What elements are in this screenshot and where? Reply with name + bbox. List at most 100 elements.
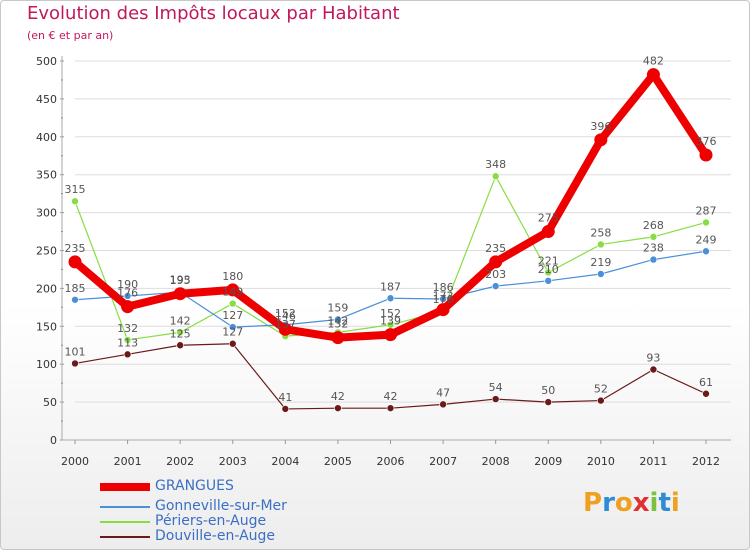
data-point-gonneville-sur-mer xyxy=(649,255,658,264)
chart-title: Evolution des Impôts locaux par Habitant xyxy=(27,3,400,24)
x-tick-label: 2000 xyxy=(61,455,89,468)
data-point-douville-en-auge xyxy=(597,396,605,405)
brand-letter: o xyxy=(614,488,633,518)
grid-layer xyxy=(75,60,731,403)
brand-letter: x xyxy=(632,488,650,518)
legend-swatch-grangues xyxy=(100,483,150,491)
y-tick-label: 100 xyxy=(36,358,57,371)
data-label-gonneville-sur-mer: 185 xyxy=(65,282,86,295)
y-tick-label: 300 xyxy=(36,207,57,220)
data-label-periers-en-auge: 315 xyxy=(65,183,86,196)
data-label-periers-en-auge: 170 xyxy=(433,293,454,306)
brand-letter: i xyxy=(670,488,680,518)
data-label-periers-en-auge: 137 xyxy=(275,318,296,331)
data-label-douville-en-auge: 52 xyxy=(594,383,608,396)
data-label-gonneville-sur-mer: 238 xyxy=(643,242,664,255)
y-tick-label: 400 xyxy=(36,131,57,144)
data-point-douville-en-auge xyxy=(123,350,132,359)
legend-swatch-douville xyxy=(100,536,150,538)
x-tick-label: 2010 xyxy=(587,455,615,468)
y-tick-label: 450 xyxy=(36,93,57,106)
legend-swatch-periers xyxy=(100,521,150,523)
x-tick-label: 2004 xyxy=(271,455,299,468)
data-label-grangues: 176 xyxy=(117,287,138,300)
y-tick-label: 0 xyxy=(50,434,57,447)
brand-letter: P xyxy=(583,488,603,518)
data-point-grangues xyxy=(541,225,555,239)
data-label-douville-en-auge: 50 xyxy=(541,384,555,397)
data-label-periers-en-auge: 142 xyxy=(170,314,191,327)
brand-letter: t xyxy=(658,488,671,518)
data-label-periers-en-auge: 149 xyxy=(222,286,243,299)
data-point-periers-en-auge xyxy=(491,172,500,181)
data-point-gonneville-sur-mer xyxy=(491,282,500,290)
data-point-douville-en-auge xyxy=(386,404,395,412)
data-label-grangues: 139 xyxy=(380,315,401,328)
data-label-gonneville-sur-mer: 127 xyxy=(222,309,243,322)
data-point-grangues xyxy=(278,322,292,336)
data-point-douville-en-auge xyxy=(228,339,237,348)
data-point-periers-en-auge xyxy=(649,233,658,241)
y-tick-label: 150 xyxy=(36,320,57,333)
data-point-grangues xyxy=(489,255,503,269)
data-label-periers-en-auge: 221 xyxy=(538,254,559,267)
y-tick-label: 50 xyxy=(43,396,57,409)
data-point-douville-en-auge xyxy=(439,400,447,409)
brand-letter: r xyxy=(602,488,615,518)
data-point-gonneville-sur-mer xyxy=(439,295,447,303)
data-point-grangues xyxy=(436,303,450,317)
data-label-grangues: 193 xyxy=(170,274,191,287)
x-tick-label: 2001 xyxy=(114,455,142,468)
data-label-periers-en-auge: 258 xyxy=(590,226,611,239)
data-label-douville-en-auge: 42 xyxy=(331,390,345,403)
data-label-gonneville-sur-mer: 195 xyxy=(170,274,191,287)
data-label-periers-en-auge: 132 xyxy=(117,322,138,335)
data-point-gonneville-sur-mer xyxy=(702,247,710,256)
data-label-gonneville-sur-mer: 159 xyxy=(327,301,348,314)
data-label-grangues: 235 xyxy=(65,242,86,255)
data-label-grangues: 146 xyxy=(275,309,296,322)
data-point-periers-en-auge xyxy=(71,197,79,206)
y-tick-label: 200 xyxy=(36,282,57,295)
x-tick-label: 2009 xyxy=(534,455,562,468)
data-point-gonneville-sur-mer xyxy=(386,294,395,303)
data-label-douville-en-auge: 125 xyxy=(170,327,191,340)
data-point-periers-en-auge xyxy=(544,268,553,277)
data-label-douville-en-auge: 101 xyxy=(65,345,86,358)
legend-label-douville: Douville-en-Auge xyxy=(155,528,276,544)
data-point-grangues xyxy=(594,133,608,147)
x-tick-label: 2007 xyxy=(429,455,457,468)
data-label-douville-en-auge: 127 xyxy=(222,326,243,339)
data-point-douville-en-auge xyxy=(334,404,342,412)
data-point-periers-en-auge xyxy=(228,299,237,308)
data-point-grangues xyxy=(226,283,240,297)
data-label-gonneville-sur-mer: 186 xyxy=(433,281,454,294)
data-label-gonneville-sur-mer: 203 xyxy=(485,268,506,281)
legend-label-grangues: GRANGUES xyxy=(155,478,234,494)
legend-label-periers: Périers-en-Auge xyxy=(155,513,267,529)
data-label-periers-en-auge: 142 xyxy=(327,314,348,327)
data-point-grangues xyxy=(646,68,660,82)
data-label-grangues: 275 xyxy=(538,212,559,225)
data-point-douville-en-auge xyxy=(649,365,658,374)
data-point-grangues xyxy=(173,287,187,301)
data-label-gonneville-sur-mer: 152 xyxy=(275,307,296,320)
x-tick-label: 2008 xyxy=(482,455,510,468)
data-label-grangues: 376 xyxy=(696,135,717,148)
x-tick-label: 2011 xyxy=(639,455,667,468)
data-label-douville-en-auge: 61 xyxy=(699,376,713,389)
y-tick-label: 500 xyxy=(36,55,57,68)
data-point-gonneville-sur-mer xyxy=(544,277,553,285)
data-point-douville-en-auge xyxy=(544,398,553,406)
data-point-periers-en-auge xyxy=(702,218,710,227)
data-point-gonneville-sur-mer xyxy=(71,295,79,304)
data-point-douville-en-auge xyxy=(281,405,290,413)
data-point-grangues xyxy=(331,331,345,345)
data-label-grangues: 396 xyxy=(590,120,611,133)
data-label-layer: 235 176 193 180 146 132 139 172 235 275 396 482 376 1… xyxy=(65,55,717,404)
y-tick-label: 350 xyxy=(36,169,57,182)
data-label-douville-en-auge: 41 xyxy=(278,391,292,404)
